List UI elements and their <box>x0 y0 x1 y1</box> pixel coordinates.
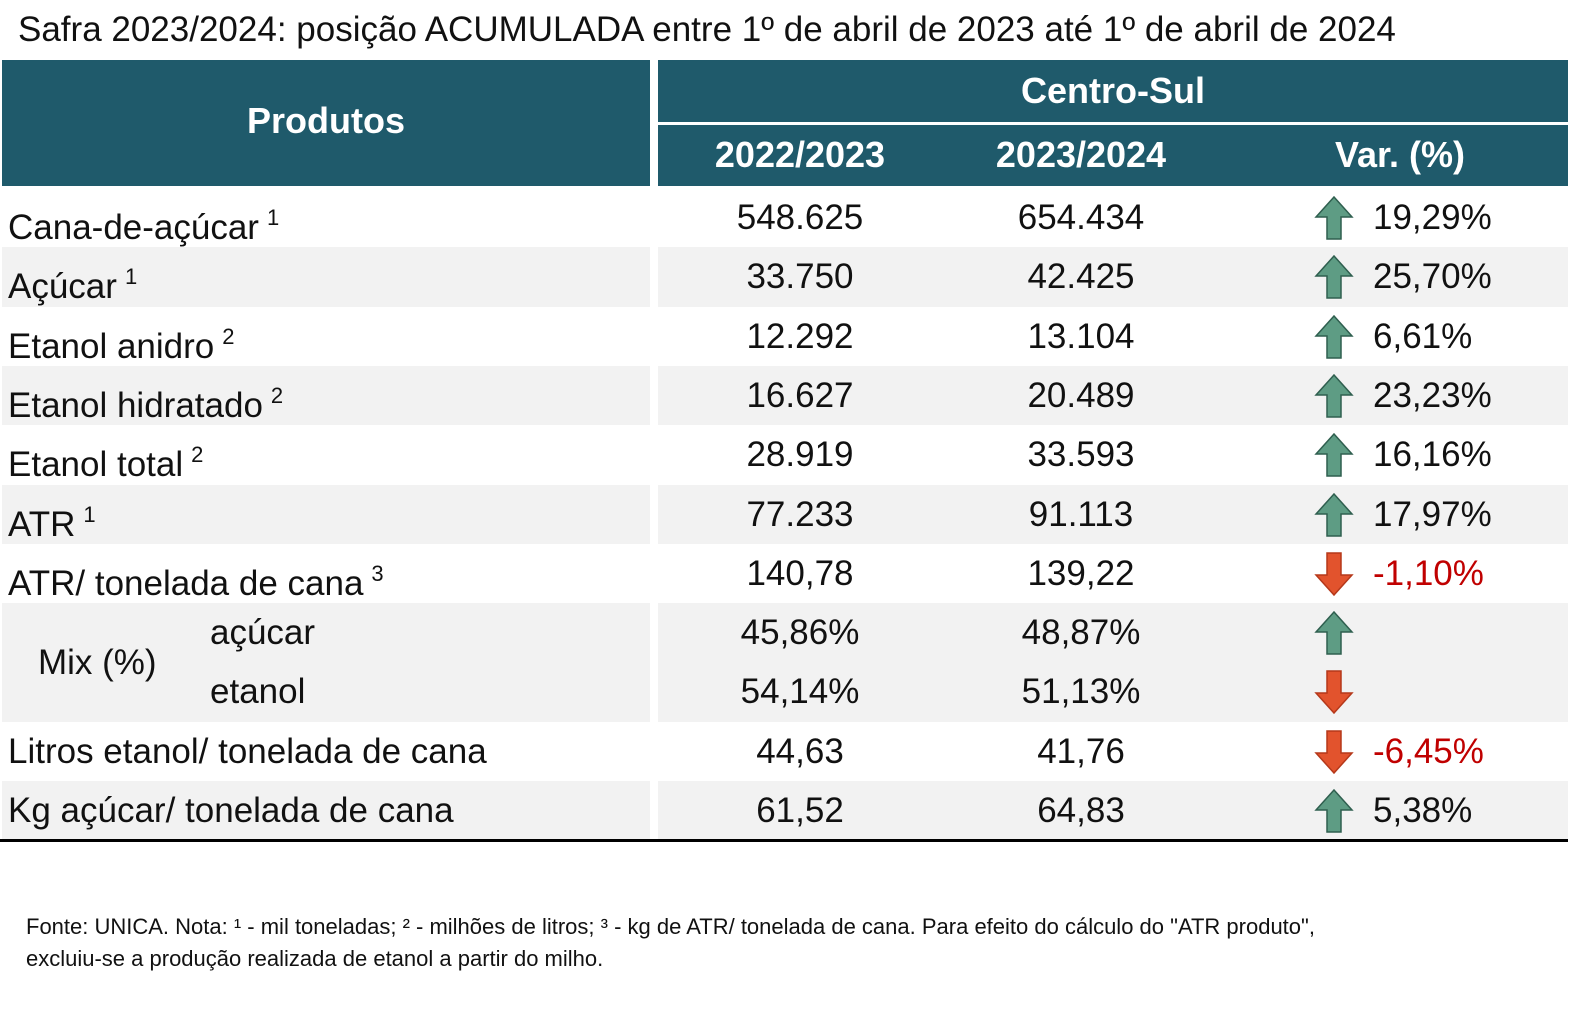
row-stripe <box>658 781 1568 841</box>
title: Safra 2023/2024: posição ACUMULADA entre… <box>18 10 1396 49</box>
value: 33.593 <box>1027 435 1135 475</box>
row-stripe <box>2 484 650 544</box>
variation: 19,29% <box>1373 198 1492 237</box>
value: 77.233 <box>746 494 854 534</box>
note: 1 <box>124 264 138 290</box>
value: 16.627 <box>746 375 854 415</box>
row-stripe <box>658 247 1568 307</box>
row-label: Cana-de-açúcar 1 <box>8 205 280 247</box>
variation: -1,10% <box>1373 553 1484 593</box>
arrow-shape <box>1314 433 1354 477</box>
row-label: Etanol anidro 2 <box>8 323 235 366</box>
row-label: Etanol total 2 <box>8 442 204 485</box>
header-col: Var. (%) <box>1334 134 1466 175</box>
arrow-shape <box>1314 670 1354 715</box>
footnote-line: Fonte: UNICA. Nota: ¹ - mil toneladas; ²… <box>26 914 1315 939</box>
value: 654.434 <box>1017 198 1145 237</box>
row-label: Açúcar 1 <box>8 264 138 307</box>
note: 1 <box>266 205 280 230</box>
value: 44,63 <box>756 731 844 771</box>
row-label: Kg açúcar/ tonelada de cana <box>8 791 454 830</box>
header-col: 2022/2023 <box>714 134 886 175</box>
arrow-up <box>1314 373 1354 418</box>
note: 2 <box>191 442 204 468</box>
arrow-shape <box>1314 552 1354 596</box>
row-label: Litros etanol/ tonelada de cana <box>8 731 487 771</box>
value: 548.625 <box>736 198 864 237</box>
arrow-shape <box>1314 788 1354 833</box>
arrow-up <box>1314 433 1354 477</box>
note: 3 <box>371 560 384 586</box>
arrow-up <box>1314 610 1354 655</box>
row-stripe <box>2 247 650 307</box>
arrow-shape <box>1314 729 1354 774</box>
value: 48,87% <box>1021 613 1141 653</box>
footnote-line: excluiu-se a produção realizada de etano… <box>26 946 604 971</box>
header-region: Centro-Sul <box>1021 70 1205 111</box>
header-products: Produtos <box>247 100 405 141</box>
variation: 16,16% <box>1373 435 1492 475</box>
value: 61,52 <box>756 791 844 830</box>
row-stripe <box>658 365 1568 426</box>
arrow-shape <box>1314 492 1354 537</box>
arrow-up <box>1314 195 1354 240</box>
header-col: 2023/2024 <box>995 134 1167 175</box>
note: 2 <box>270 382 284 408</box>
variation: 5,38% <box>1373 791 1473 830</box>
value: 139,22 <box>1027 553 1135 593</box>
variation: 6,61% <box>1373 316 1473 356</box>
value: 51,13% <box>1021 672 1141 712</box>
row-stripe <box>658 484 1568 544</box>
arrow-shape <box>1314 255 1354 300</box>
arrow-shape <box>1314 610 1354 655</box>
value: 33.750 <box>746 257 854 297</box>
arrow-down <box>1314 729 1354 774</box>
arrow-up <box>1314 255 1354 300</box>
arrow-down <box>1314 670 1354 715</box>
value: 12.292 <box>746 316 854 356</box>
value: 13.104 <box>1027 316 1135 356</box>
arrow-shape <box>1314 195 1354 240</box>
value: 45,86% <box>740 613 860 653</box>
variation: -6,45% <box>1373 731 1484 771</box>
arrow-shape <box>1314 373 1354 418</box>
variation: 17,97% <box>1373 494 1492 534</box>
value: 140,78 <box>746 553 854 593</box>
value: 41,76 <box>1037 731 1125 771</box>
row-label: Etanol hidratado 2 <box>8 382 284 425</box>
row-label: ATR/ tonelada de cana 3 <box>8 560 384 603</box>
variation: 25,70% <box>1373 257 1492 297</box>
arrow-up <box>1314 314 1354 359</box>
sub-label: açúcar <box>210 613 316 653</box>
value: 91.113 <box>1028 494 1134 534</box>
variation: 23,23% <box>1373 375 1492 415</box>
value: 54,14% <box>740 672 860 712</box>
header-divider <box>658 122 1568 125</box>
row-stripe <box>658 603 1568 722</box>
row-stripe <box>2 781 650 841</box>
value: 42.425 <box>1027 257 1135 297</box>
value: 20.489 <box>1027 375 1135 415</box>
row-stripe <box>2 365 650 426</box>
header-left <box>2 60 650 186</box>
note: 1 <box>83 501 96 527</box>
arrow-down <box>1314 552 1354 596</box>
bottom-rule <box>0 839 1568 842</box>
arrow-shape <box>1314 314 1354 359</box>
value: 64,83 <box>1037 791 1125 830</box>
arrow-up <box>1314 788 1354 833</box>
value: 28.919 <box>746 435 854 475</box>
row-stripe <box>2 603 650 722</box>
arrow-up <box>1314 492 1354 537</box>
sub-label: etanol <box>210 672 306 712</box>
row-label: Mix (%) <box>38 642 157 682</box>
note: 2 <box>222 323 235 349</box>
row-label: ATR 1 <box>8 501 96 544</box>
